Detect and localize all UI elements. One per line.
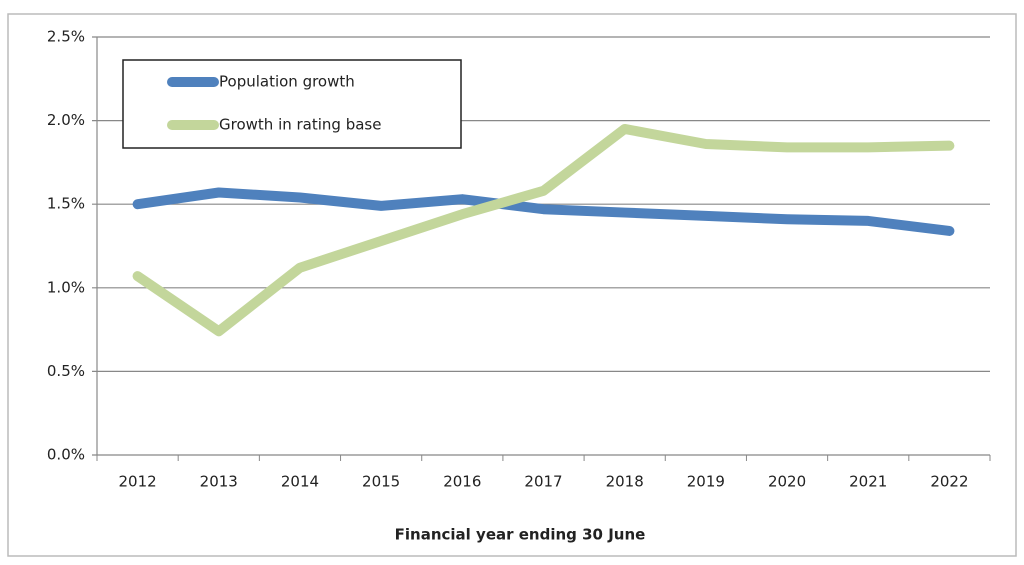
x-tick-label: 2018 — [606, 473, 644, 491]
legend-box — [122, 59, 462, 149]
legend-label: Population growth — [219, 73, 355, 91]
x-tick-label: 2013 — [200, 473, 238, 491]
x-tick-label: 2012 — [118, 473, 156, 491]
y-tick-label: 0.5% — [47, 362, 85, 380]
x-tick-label: 2017 — [524, 473, 562, 491]
y-tick-label: 2.0% — [47, 111, 85, 129]
x-tick-label: 2020 — [768, 473, 806, 491]
y-tick-label: 1.0% — [47, 278, 85, 296]
x-tick-label: 2015 — [362, 473, 400, 491]
series-line — [132, 187, 955, 236]
series-line — [132, 123, 955, 337]
y-tick-label: 0.0% — [47, 446, 85, 464]
x-tick-label: 2019 — [687, 473, 725, 491]
legend-label: Growth in rating base — [219, 116, 381, 134]
y-tick-label: 1.5% — [47, 195, 85, 213]
x-tick-label: 2022 — [930, 473, 968, 491]
x-tick-label: 2014 — [281, 473, 319, 491]
x-tick-label: 2016 — [443, 473, 481, 491]
x-axis-title: Financial year ending 30 June — [395, 526, 646, 544]
y-tick-label: 2.5% — [47, 28, 85, 46]
x-tick-label: 2021 — [849, 473, 887, 491]
